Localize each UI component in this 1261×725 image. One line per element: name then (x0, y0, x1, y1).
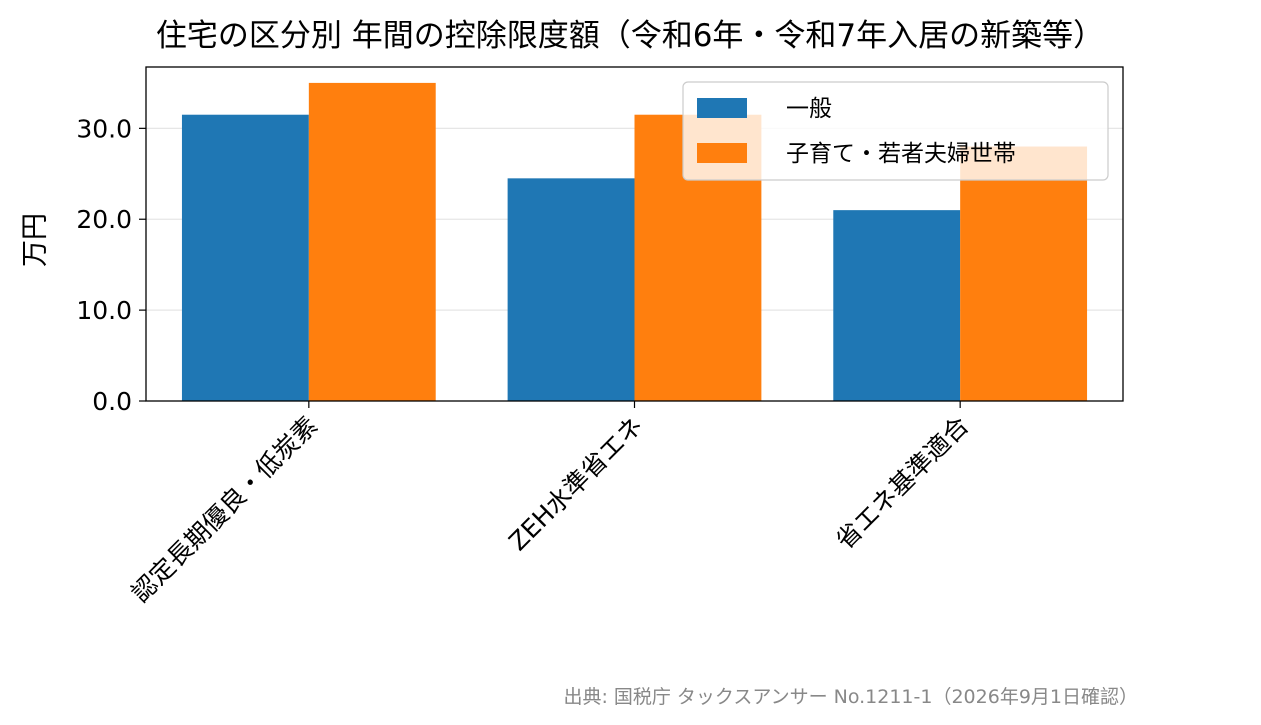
chart-title: 住宅の区分別 年間の控除限度額（令和6年・令和7年入居の新築等） (156, 18, 1104, 54)
y-tick-label: 30.0 (76, 114, 132, 143)
x-tick-label: ZEH水準省エネ (503, 411, 648, 556)
legend-swatch-2 (697, 143, 747, 163)
bar-2-1 (308, 82, 436, 402)
y-tick-label: 0.0 (92, 387, 132, 416)
y-tick-label: 10.0 (76, 296, 132, 325)
legend-swatch-1 (697, 98, 747, 118)
bar-1-2 (507, 178, 635, 401)
x-axis-ticks: 認定長期優良・低炭素 ZEH水準省エネ 省エネ基準適合 (126, 401, 974, 608)
y-tick-label: 20.0 (76, 205, 132, 234)
legend-label-2: 子育て・若者夫婦世帯 (786, 141, 1016, 167)
bar-1-3 (833, 210, 961, 401)
source-note: 出典: 国税庁 タックスアンサー No.1211-1（2026年9月1日確認） (563, 686, 1138, 708)
x-tick-label: 認定長期優良・低炭素 (126, 411, 323, 608)
y-axis-ticks: 0.0 10.0 20.0 30.0 (76, 114, 146, 416)
bar-1-1 (181, 114, 309, 401)
legend-label-1: 一般 (786, 96, 832, 122)
y-axis-label: 万円 (20, 213, 51, 267)
bar-2-3 (960, 146, 1088, 401)
bars (181, 82, 1088, 402)
legend-box (682, 81, 1109, 181)
x-tick-label: 省エネ基準適合 (830, 411, 974, 555)
